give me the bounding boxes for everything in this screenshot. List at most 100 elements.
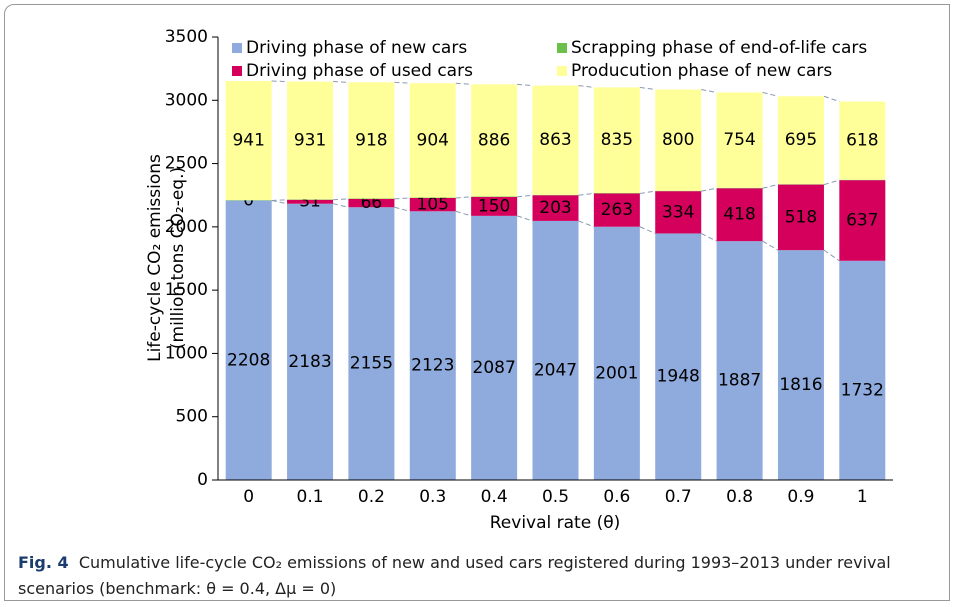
data-label: 418 <box>723 205 755 225</box>
connector <box>455 196 472 199</box>
data-label: 2183 <box>288 352 331 372</box>
bar-segment <box>348 82 395 199</box>
bar-segment <box>225 200 272 481</box>
data-label: 2155 <box>350 354 393 374</box>
bar-segment <box>287 199 334 204</box>
bar-segment <box>593 226 640 480</box>
data-label: 918 <box>355 130 387 150</box>
connector <box>701 232 717 242</box>
connector <box>639 86 656 91</box>
data-label: 203 <box>539 198 571 218</box>
y-tick-label: 0 <box>197 470 208 490</box>
bar-segment <box>593 87 640 194</box>
connector <box>762 240 779 251</box>
bar-segment <box>409 211 456 480</box>
data-label: 695 <box>785 130 817 150</box>
x-tick-label: 0.5 <box>542 487 569 507</box>
bar-segment <box>716 241 763 480</box>
data-label: 2123 <box>411 356 454 376</box>
bar-segment <box>655 191 702 234</box>
bar-segment <box>777 184 824 251</box>
caption-text: Cumulative life-cycle CO₂ emissions of n… <box>18 553 891 598</box>
bar-segment <box>287 81 334 200</box>
connector <box>516 215 533 222</box>
legend-swatch <box>557 43 567 53</box>
y-tick-label: 1000 <box>165 343 208 363</box>
connector <box>517 194 533 198</box>
bar-segment <box>777 250 824 480</box>
connector <box>639 226 656 234</box>
caption: Fig. 4 Cumulative life-cycle CO₂ emissio… <box>18 550 943 602</box>
bar-segment <box>532 85 579 195</box>
y-tick-label: 1500 <box>165 280 208 300</box>
data-label: 618 <box>846 131 878 151</box>
bar-segment <box>716 92 763 188</box>
data-label: 931 <box>294 130 326 150</box>
bar-segment <box>777 96 824 185</box>
connector <box>271 199 288 202</box>
data-label: 754 <box>723 130 755 150</box>
x-tick-label: 0.9 <box>787 487 814 507</box>
x-tick-label: 0.7 <box>665 487 692 507</box>
data-label: 2208 <box>227 350 270 370</box>
bar-segment <box>532 195 579 221</box>
x-tick-label: 1 <box>857 487 868 507</box>
data-label: 1948 <box>657 367 700 387</box>
connector <box>455 82 472 85</box>
data-label: 2087 <box>473 358 516 378</box>
data-label: 886 <box>478 130 510 150</box>
legend-swatch <box>232 43 242 53</box>
x-axis-label: Revival rate (θ) <box>490 513 621 533</box>
bar-segment <box>839 260 886 480</box>
bar-segment <box>655 89 702 191</box>
y-axis-label: Life-cycle CO₂ emissions <box>145 154 165 362</box>
connector <box>578 192 594 196</box>
connector <box>455 210 472 217</box>
bar-segment <box>655 233 702 480</box>
connector <box>332 203 349 208</box>
connector <box>578 220 595 228</box>
connector <box>578 85 594 88</box>
connector <box>701 187 717 192</box>
connector <box>394 206 410 212</box>
x-tick-label: 0 <box>243 487 254 507</box>
data-label: 2047 <box>534 360 577 380</box>
data-label: 1887 <box>718 371 761 391</box>
connector <box>333 198 349 201</box>
bar-segment <box>409 83 456 198</box>
data-label: 904 <box>417 130 449 150</box>
x-tick-label: 0.4 <box>481 487 508 507</box>
data-label: 800 <box>662 130 694 150</box>
x-tick-label: 0.1 <box>297 487 324 507</box>
caption-label: Fig. 4 <box>18 553 69 572</box>
bar-segment <box>348 207 395 480</box>
data-label: 1732 <box>841 380 884 400</box>
data-label: 105 <box>417 195 449 215</box>
y-tick-label: 2500 <box>165 154 208 174</box>
bar-segment <box>471 84 518 197</box>
connector <box>762 184 779 189</box>
data-label: 263 <box>601 200 633 220</box>
y-tick-label: 2000 <box>165 217 208 237</box>
bar-segment <box>348 198 395 208</box>
y-tick-label: 3500 <box>165 27 208 47</box>
data-label: 835 <box>601 130 633 150</box>
bar-segment <box>839 180 886 261</box>
bar-segment <box>471 196 518 216</box>
bar-segment <box>839 101 886 180</box>
connector <box>394 81 410 84</box>
connector <box>271 80 288 83</box>
bar-segment <box>287 203 334 480</box>
legend-label: Driving phase of used cars <box>246 61 473 81</box>
connector <box>517 83 533 87</box>
x-tick-label: 0.8 <box>726 487 753 507</box>
legend-label: Scrapping phase of end-of-life cars <box>571 38 867 58</box>
bar-segment <box>471 215 518 480</box>
bar-segment <box>225 81 272 201</box>
data-label: 941 <box>232 131 264 151</box>
connector <box>271 200 288 205</box>
data-label: 150 <box>478 196 510 216</box>
connector <box>823 95 840 103</box>
x-tick-label: 0.6 <box>603 487 630 507</box>
legend-swatch <box>232 66 242 76</box>
